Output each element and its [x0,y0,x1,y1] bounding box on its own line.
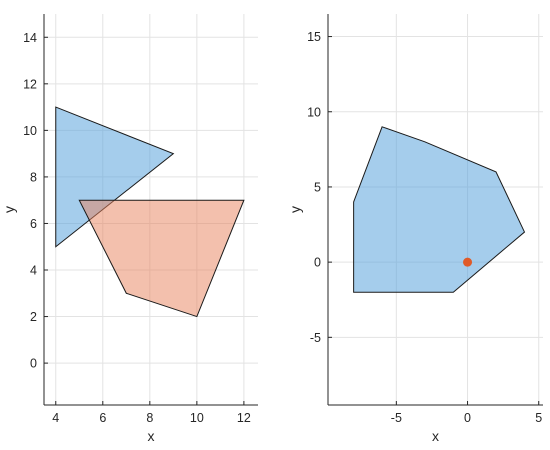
y-tick-label: 0 [314,256,321,270]
x-tick-label: 5 [535,411,542,425]
x-axis-label: x [148,428,155,444]
x-tick-label: -5 [391,411,402,425]
x-tick-label: 4 [52,411,59,425]
y-tick-label: 14 [23,31,37,45]
y-tick-label: 15 [307,30,321,44]
y-tick-label: 8 [30,170,37,184]
y-tick-label: 12 [23,77,37,91]
y-tick-label: 2 [30,310,37,324]
y-tick-label: 10 [307,105,321,119]
data-point-1 [463,257,473,267]
subplot-1: 4 6 8 10 12 0 2 4 6 8 10 12 14 x y [1,14,258,444]
y-tick-label: 4 [30,264,37,278]
subplot-2: -5 0 5 -5 0 5 10 15 x y [287,14,543,444]
y-tick-label: 0 [30,357,37,371]
y-axis-label: y [1,206,17,213]
x-tick-label: 12 [237,411,251,425]
x-tick-label: 6 [99,411,106,425]
y-tick-label: 5 [314,180,321,194]
x-tick-label: 0 [464,411,471,425]
x-tick-label: 10 [190,411,204,425]
polygon-2 [78,199,245,318]
y-tick-label: -5 [310,331,321,345]
polygon-1 [353,126,526,293]
y-tick-label: 6 [30,217,37,231]
y-tick-label: 10 [23,124,37,138]
y-axis-label: y [287,206,303,213]
x-axis-label: x [432,428,439,444]
x-tick-label: 8 [146,411,153,425]
